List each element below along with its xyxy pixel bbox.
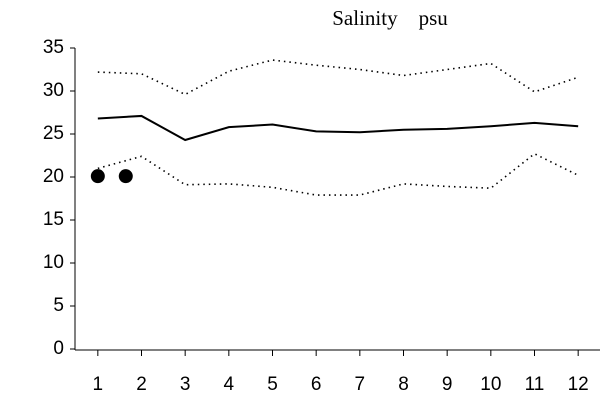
y-tick-label: 35 — [43, 37, 64, 58]
x-tick-label: 4 — [224, 374, 235, 395]
mean-line — [97, 114, 579, 142]
y-tick-label: 25 — [43, 123, 64, 144]
dotted-line — [97, 59, 579, 96]
y-tick-label: 15 — [43, 209, 64, 230]
y-tick-label: 30 — [43, 80, 64, 101]
x-tick-label: 3 — [180, 374, 191, 395]
x-tick-label: 9 — [442, 374, 453, 395]
x-tick-label: 10 — [480, 374, 501, 395]
x-tick-label: 5 — [267, 374, 278, 395]
x-tick-label: 12 — [568, 374, 589, 395]
y-tick-label: 10 — [43, 252, 64, 273]
x-tick-label: 2 — [136, 374, 147, 395]
observation-point — [90, 169, 105, 184]
x-tick-label: 1 — [93, 374, 104, 395]
x-tick-label: 6 — [311, 374, 322, 395]
y-tick-label: 20 — [43, 166, 64, 187]
observation-point — [118, 169, 133, 184]
dotted-line — [97, 152, 579, 196]
chart-title: Salinity psu — [332, 6, 448, 30]
x-tick-label: 11 — [525, 374, 545, 395]
x-tick-label: 7 — [355, 374, 366, 395]
x-tick-label: 8 — [398, 374, 409, 395]
y-tick-label: 0 — [53, 338, 64, 359]
y-tick-label: 5 — [53, 295, 64, 316]
